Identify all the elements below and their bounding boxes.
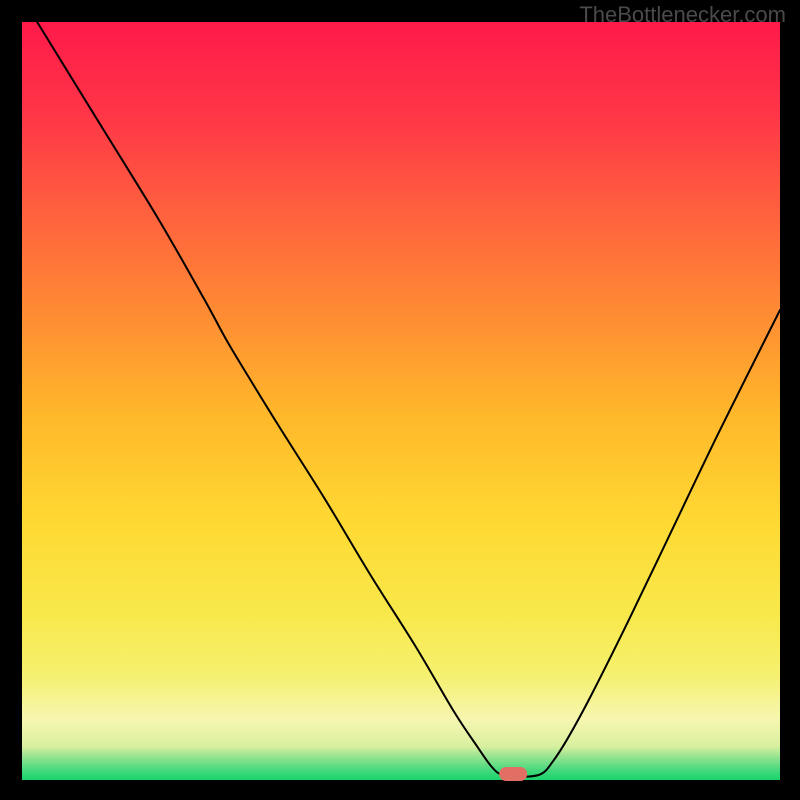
target-marker	[499, 767, 527, 781]
chart-overlay	[0, 0, 800, 800]
bottleneck-curve	[37, 22, 780, 777]
branding-text: TheBottlenecker.com	[579, 2, 786, 28]
chart-stage: TheBottlenecker.com	[0, 0, 800, 800]
